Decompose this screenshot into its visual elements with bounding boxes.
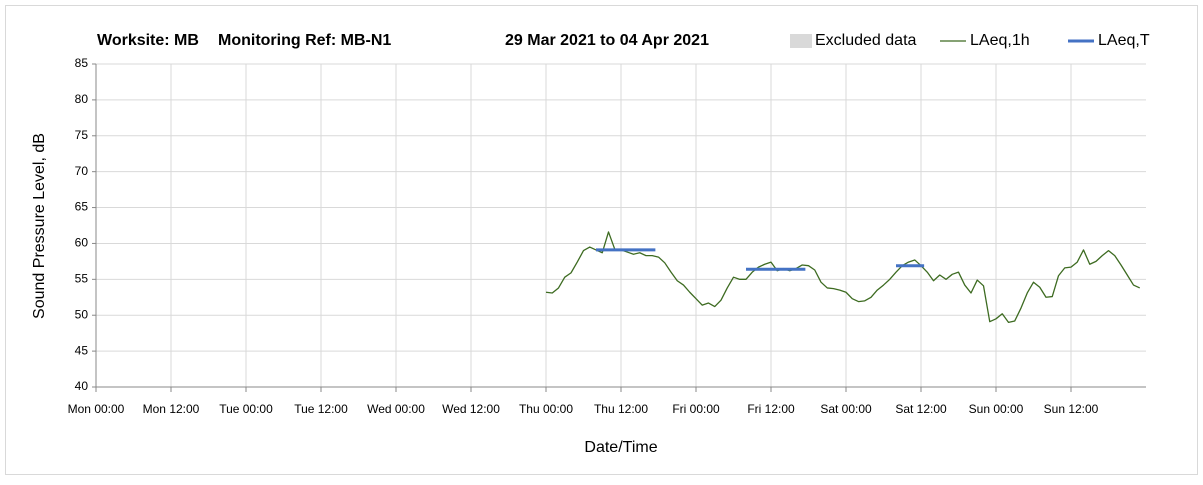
y-tick-label: 60 <box>75 236 89 250</box>
x-tick-label: Fri 00:00 <box>672 402 720 416</box>
x-axis-label: Date/Time <box>584 439 657 456</box>
chart-title: Worksite: MB <box>97 32 199 49</box>
x-tick-label: Mon 12:00 <box>143 402 200 416</box>
chart-title: Monitoring Ref: MB-N1 <box>218 32 391 49</box>
y-tick-label: 55 <box>75 272 89 286</box>
y-tick-label: 85 <box>75 56 89 70</box>
y-axis-label: Sound Pressure Level, dB <box>31 133 48 319</box>
x-tick-label: Sun 00:00 <box>969 402 1024 416</box>
y-tick-label: 50 <box>75 307 89 321</box>
y-tick-label: 65 <box>75 200 89 214</box>
x-tick-label: Mon 00:00 <box>68 402 125 416</box>
y-tick-label: 45 <box>75 343 89 357</box>
x-tick-label: Tue 12:00 <box>294 402 348 416</box>
chart-title: 29 Mar 2021 to 04 Apr 2021 <box>505 32 709 49</box>
legend-label: LAeq,T <box>1098 32 1150 49</box>
y-tick-label: 70 <box>75 164 89 178</box>
x-tick-label: Sat 00:00 <box>820 402 872 416</box>
legend-label: Excluded data <box>815 32 917 49</box>
x-tick-label: Sat 12:00 <box>895 402 947 416</box>
legend-swatch <box>790 34 812 48</box>
x-tick-label: Thu 12:00 <box>594 402 648 416</box>
series-line <box>545 231 1141 324</box>
x-tick-label: Tue 00:00 <box>219 402 273 416</box>
series-line <box>596 248 925 271</box>
x-tick-label: Thu 00:00 <box>519 402 573 416</box>
x-tick-label: Sun 12:00 <box>1044 402 1099 416</box>
legend-label: LAeq,1h <box>970 32 1030 49</box>
chart-frame <box>5 5 1198 475</box>
y-tick-label: 80 <box>75 92 89 106</box>
x-tick-label: Wed 12:00 <box>442 402 500 416</box>
x-tick-label: Fri 12:00 <box>747 402 795 416</box>
x-tick-label: Wed 00:00 <box>367 402 425 416</box>
y-tick-label: 75 <box>75 128 89 142</box>
y-tick-label: 40 <box>75 379 89 393</box>
